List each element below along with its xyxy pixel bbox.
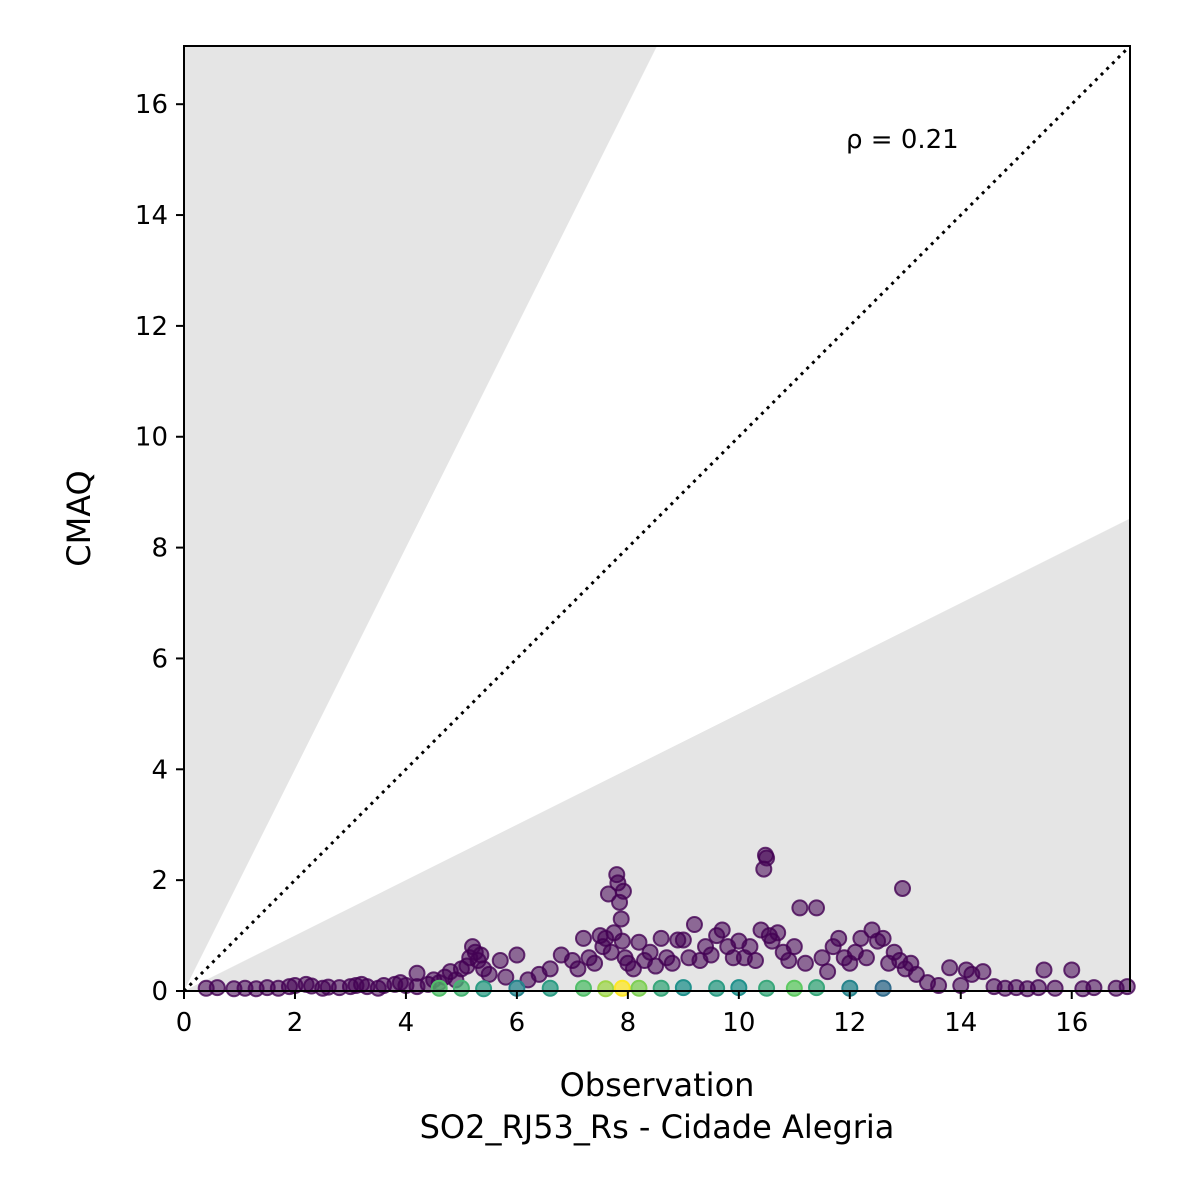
station-subtitle: SO2_RJ53_Rs - Cidade Alegria (420, 1108, 895, 1146)
data-point (1029, 979, 1047, 997)
data-point (780, 952, 798, 970)
data-point (819, 963, 837, 981)
y-tick-label: 0 (151, 977, 168, 1007)
data-point (472, 946, 490, 964)
identity-reference-line (182, 44, 1132, 993)
data-point (641, 943, 659, 961)
y-tick-label: 6 (151, 644, 168, 674)
data-point (1046, 979, 1064, 997)
x-tick-label: 8 (620, 1008, 637, 1038)
data-point (491, 952, 509, 970)
scatter-points (197, 846, 1136, 998)
data-point (758, 849, 776, 867)
data-point (497, 968, 515, 986)
dense-data-point (597, 980, 615, 998)
data-point (874, 929, 892, 947)
x-tick-label: 2 (287, 1008, 304, 1038)
dense-data-point (541, 979, 559, 997)
data-point (569, 960, 587, 978)
x-tick-label: 16 (1055, 1008, 1088, 1038)
data-point (674, 931, 692, 949)
data-point (208, 979, 226, 997)
data-point (408, 964, 426, 982)
data-point (624, 960, 642, 978)
y-tick-label: 8 (151, 534, 168, 564)
data-point (586, 954, 604, 972)
data-point (541, 960, 559, 978)
data-point (630, 933, 648, 951)
x-tick-label: 10 (722, 1008, 755, 1038)
lower-shaded-region (184, 518, 1130, 991)
y-tick-label: 12 (135, 312, 168, 342)
y-tick-label: 14 (135, 201, 168, 231)
data-point (974, 963, 992, 981)
x-tick-label: 6 (509, 1008, 526, 1038)
axes-frame (183, 45, 1131, 992)
data-point (857, 949, 875, 967)
data-point (652, 929, 670, 947)
data-point (713, 921, 731, 939)
y-tick-label: 16 (135, 90, 168, 120)
x-axis-label: Observation (560, 1066, 755, 1104)
data-point (702, 946, 720, 964)
data-point (480, 965, 498, 983)
data-point (746, 952, 764, 970)
data-point (791, 899, 809, 917)
data-point (894, 879, 912, 897)
x-tick-label: 4 (398, 1008, 415, 1038)
data-point (741, 938, 759, 956)
dense-data-point (430, 979, 448, 997)
data-point (852, 929, 870, 947)
data-point (663, 954, 681, 972)
dense-data-point (874, 979, 892, 997)
x-tick-label: 14 (944, 1008, 977, 1038)
data-point (796, 954, 814, 972)
data-point (508, 946, 526, 964)
data-point (1035, 961, 1053, 979)
data-point (647, 957, 665, 975)
data-point (808, 899, 826, 917)
x-tick-label: 12 (833, 1008, 866, 1038)
dense-data-point (475, 980, 493, 998)
data-point (1063, 961, 1081, 979)
data-point (1085, 979, 1103, 997)
dense-data-point (574, 979, 592, 997)
dense-data-point (808, 979, 826, 997)
y-tick-label: 10 (135, 423, 168, 453)
dense-data-point (630, 979, 648, 997)
data-point (907, 965, 925, 983)
dense-data-point (758, 979, 776, 997)
data-point (941, 959, 959, 977)
axes: 0 2 4 6 8 10 12 14 16 0 2 4 6 8 10 12 14 16 (135, 45, 1131, 1038)
data-point (785, 938, 803, 956)
data-point (613, 932, 631, 950)
data-point (612, 910, 630, 928)
shaded-regions (184, 46, 1130, 991)
data-point (930, 976, 948, 994)
dense-data-point (652, 979, 670, 997)
data-point (685, 915, 703, 933)
data-point (574, 929, 592, 947)
y-axis-label: CMAQ (60, 470, 98, 566)
data-point (614, 882, 632, 900)
upper-shaded-region (184, 46, 657, 991)
x-tick-label: 0 (176, 1008, 193, 1038)
data-point (769, 924, 787, 942)
dense-data-point (674, 979, 692, 997)
dense-data-point (785, 979, 803, 997)
y-tick-label: 2 (151, 866, 168, 896)
dense-data-point (708, 979, 726, 997)
data-point (830, 929, 848, 947)
dense-data-point (452, 979, 470, 997)
correlation-annotation: ρ = 0.21 (846, 125, 959, 155)
y-tick-label: 4 (151, 755, 168, 785)
